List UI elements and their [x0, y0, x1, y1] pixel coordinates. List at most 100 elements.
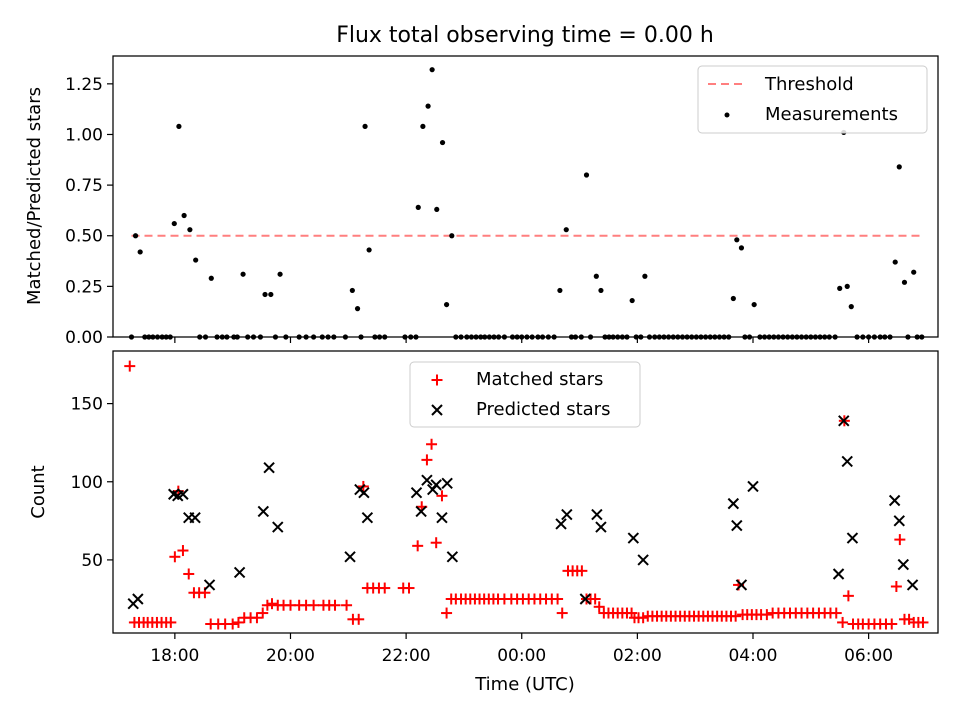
predicted-point: [727, 497, 740, 510]
predicted-point: [841, 455, 853, 468]
matched-point: [593, 601, 605, 613]
matched-point: [183, 568, 195, 580]
predicted-point: [846, 532, 859, 544]
matched-point: [232, 616, 244, 628]
matched-point: [761, 609, 773, 621]
legend-measurements-swatch: [724, 112, 730, 118]
matched-point: [894, 534, 906, 546]
matched-point: [552, 593, 564, 605]
predicted-point: [177, 488, 189, 500]
measurement-point: [240, 271, 246, 277]
measurement-point: [420, 123, 426, 129]
matched-point: [430, 537, 442, 549]
legend-predicted-marker: [431, 404, 443, 416]
predicted-point: [591, 508, 603, 521]
predicted-point: [446, 551, 459, 563]
predicted-point: [627, 532, 640, 544]
predicted-point: [203, 579, 216, 591]
bottom-y-tick-label: 150: [71, 395, 103, 415]
x-axis-label: Time (UTC): [474, 674, 575, 695]
matched-point: [165, 616, 177, 628]
matched-point: [329, 599, 341, 611]
predicted-point: [189, 512, 201, 524]
bottom-panel: 50 100 150 18:00 20:00 22:00 00:00 02:00 04:00 0…: [28, 350, 939, 695]
top-y-axis-label: Matched/Predicted stars: [24, 87, 45, 305]
predicted-point: [361, 512, 374, 524]
measurement-point: [425, 103, 431, 109]
matched-point: [124, 360, 136, 372]
predicted-point: [421, 474, 433, 486]
measurement-point: [443, 301, 450, 308]
top-y-axis: 0.00 0.25 0.50 0.75 1.00 1.25: [65, 75, 113, 348]
legend-measurements-label: Measurements: [765, 104, 898, 125]
predicted-point: [735, 579, 748, 591]
matched-point: [436, 490, 448, 502]
measurement-point: [176, 123, 182, 129]
measurement-point: [734, 237, 740, 243]
predicted-point: [132, 593, 144, 605]
measurement-point: [132, 233, 139, 239]
predicted-point: [747, 480, 759, 493]
predicted-point: [441, 477, 453, 490]
measurement-point: [429, 67, 435, 73]
predicted-point: [637, 554, 649, 566]
bottom-x-tick-label: 06:00: [844, 646, 893, 666]
predicted-point: [595, 521, 607, 533]
predicted-point: [344, 551, 356, 563]
measurement-point: [362, 123, 368, 129]
matched-point: [576, 565, 588, 577]
legend-matched-marker: [431, 374, 443, 386]
chart-title: Flux total observing time = 0.00 h: [336, 23, 714, 48]
measurement-point: [434, 206, 440, 213]
top-legend: Threshold Measurements: [697, 65, 928, 134]
top-y-tick-label: 1.00: [65, 125, 103, 145]
measurement-point: [349, 287, 355, 294]
top-y-tick-label: 0.25: [65, 277, 103, 297]
top-plot-frame: [112, 55, 939, 338]
matched-point: [353, 613, 365, 625]
predicted-point: [561, 508, 573, 521]
matched-point: [556, 607, 568, 619]
bottom-x-tick-label: 20:00: [266, 646, 315, 666]
measurement-point: [268, 291, 274, 298]
predicted-point: [436, 512, 448, 524]
predicted-point: [272, 521, 284, 533]
bottom-x-tick-label: 02:00: [613, 646, 662, 666]
top-y-tick-label: 0.50: [65, 227, 103, 247]
measurement-point: [844, 283, 850, 289]
predicted-point: [233, 566, 246, 579]
measurement-point: [837, 285, 843, 291]
matched-point: [421, 454, 433, 466]
measurement-point: [415, 204, 421, 210]
predicted-point: [838, 415, 850, 427]
measurement-point: [901, 279, 908, 285]
bottom-plot-frame: [112, 350, 939, 634]
measurement-point: [738, 245, 745, 251]
matched-point: [379, 582, 391, 594]
top-y-tick-label: 1.25: [65, 75, 103, 95]
top-legend-box: [697, 65, 928, 134]
predicted-point: [888, 494, 901, 507]
measurement-point: [171, 220, 177, 227]
predicted-point: [832, 568, 845, 580]
measurement-point: [911, 269, 917, 275]
matched-point: [886, 618, 898, 630]
measurement-point: [896, 164, 902, 170]
matched-point: [251, 612, 263, 624]
legend-threshold-label: Threshold: [764, 74, 854, 95]
measurement-point: [892, 259, 898, 265]
measurement-point: [598, 287, 604, 294]
matched-point: [842, 590, 854, 602]
measurement-point: [642, 273, 648, 279]
matched-point: [890, 580, 902, 592]
predicted-point: [430, 479, 442, 491]
matched-point: [589, 593, 601, 605]
bottom-legend-box: [409, 361, 641, 428]
measurement-point: [629, 297, 635, 304]
bottom-y-axis: 50 100 150: [71, 395, 113, 571]
measurement-point: [262, 291, 268, 298]
measurement-point: [187, 227, 193, 233]
predicted-point: [358, 486, 370, 499]
matched-point: [227, 618, 239, 630]
measurement-point: [751, 301, 757, 308]
